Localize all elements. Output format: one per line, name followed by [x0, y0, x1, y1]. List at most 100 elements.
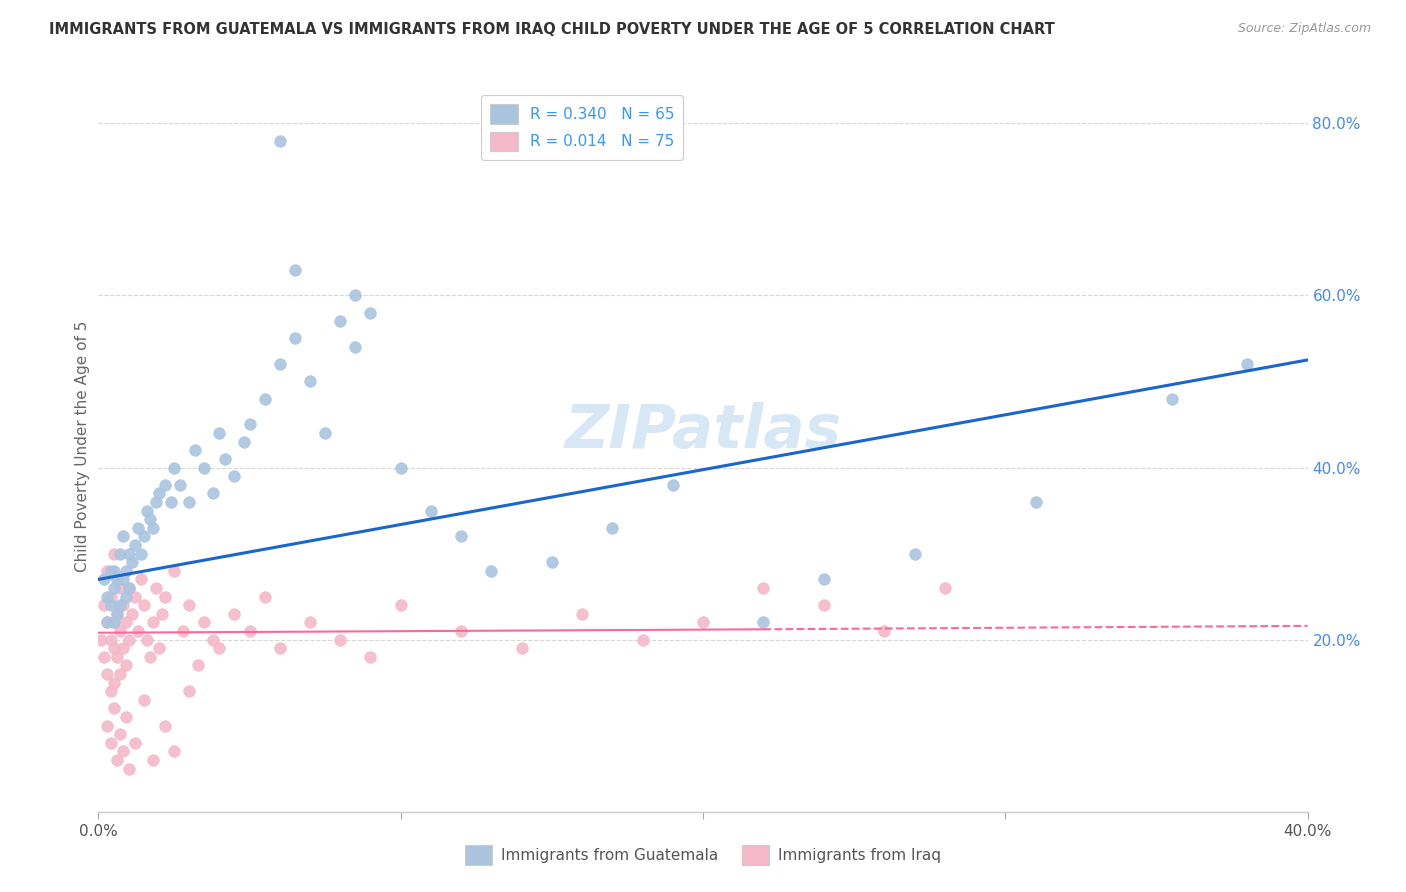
Point [114, 564, 136, 578]
Point [105, 649, 128, 664]
Point [253, 392, 276, 406]
Point [103, 615, 125, 630]
Point [269, 641, 291, 656]
Point [129, 573, 152, 587]
Point [111, 598, 134, 612]
Point [1160, 392, 1182, 406]
Point [105, 573, 128, 587]
Point [124, 736, 146, 750]
Point [135, 503, 157, 517]
Point [172, 624, 194, 638]
Point [108, 598, 131, 612]
Point [108, 624, 131, 638]
Point [360, 305, 382, 319]
Point [160, 495, 183, 509]
Point [450, 529, 472, 543]
Point [179, 495, 201, 509]
Point [96, 719, 118, 733]
Point [105, 573, 128, 587]
Point [103, 641, 125, 656]
Point [163, 564, 186, 578]
Point [187, 658, 209, 673]
Point [420, 503, 443, 517]
Point [108, 667, 131, 681]
Point [103, 564, 125, 578]
Point [208, 641, 231, 656]
Point [114, 658, 136, 673]
Point [169, 477, 191, 491]
Point [114, 590, 136, 604]
Point [208, 426, 231, 441]
Point [132, 529, 155, 543]
Point [153, 719, 176, 733]
Text: IMMIGRANTS FROM GUATEMALA VS IMMIGRANTS FROM IRAQ CHILD POVERTY UNDER THE AGE OF: IMMIGRANTS FROM GUATEMALA VS IMMIGRANTS … [49, 22, 1054, 37]
Point [114, 710, 136, 724]
Point [269, 134, 291, 148]
Point [93, 598, 115, 612]
Point [184, 443, 207, 458]
Point [299, 375, 322, 389]
Text: ZIPatlas: ZIPatlas [564, 402, 842, 461]
Point [153, 590, 176, 604]
Point [100, 632, 122, 647]
Point [284, 331, 307, 345]
Point [269, 357, 291, 371]
Point [111, 573, 134, 587]
Point [813, 598, 835, 612]
Point [142, 615, 165, 630]
Point [752, 615, 775, 630]
Point [904, 547, 927, 561]
Point [193, 615, 215, 630]
Point [108, 547, 131, 561]
Point [661, 477, 683, 491]
Point [239, 624, 262, 638]
Point [111, 641, 134, 656]
Point [510, 641, 533, 656]
Point [214, 451, 236, 466]
Point [129, 547, 152, 561]
Point [121, 607, 143, 621]
Point [105, 607, 128, 621]
Point [96, 590, 118, 604]
Point [389, 598, 412, 612]
Point [90, 632, 112, 647]
Point [145, 581, 167, 595]
Point [118, 581, 141, 595]
Point [142, 753, 165, 767]
Point [873, 624, 896, 638]
Point [139, 512, 162, 526]
Legend: Immigrants from Guatemala, Immigrants from Iraq: Immigrants from Guatemala, Immigrants fr… [458, 839, 948, 871]
Legend: R = 0.340   N = 65, R = 0.014   N = 75: R = 0.340 N = 65, R = 0.014 N = 75 [481, 95, 683, 161]
Point [93, 649, 115, 664]
Point [148, 486, 170, 500]
Point [631, 632, 654, 647]
Point [202, 632, 225, 647]
Point [96, 615, 118, 630]
Point [148, 641, 170, 656]
Point [153, 477, 176, 491]
Point [111, 744, 134, 758]
Point [389, 460, 412, 475]
Point [239, 417, 262, 432]
Point [450, 624, 472, 638]
Point [118, 762, 141, 776]
Point [105, 753, 128, 767]
Point [100, 736, 122, 750]
Point [124, 538, 146, 552]
Point [103, 675, 125, 690]
Point [100, 590, 122, 604]
Point [142, 521, 165, 535]
Point [103, 701, 125, 715]
Point [602, 521, 624, 535]
Point [96, 667, 118, 681]
Point [105, 607, 128, 621]
Point [127, 624, 149, 638]
Point [299, 615, 322, 630]
Point [103, 581, 125, 595]
Point [360, 649, 382, 664]
Point [145, 495, 167, 509]
Point [540, 555, 562, 569]
Point [1024, 495, 1046, 509]
Point [163, 460, 186, 475]
Point [135, 632, 157, 647]
